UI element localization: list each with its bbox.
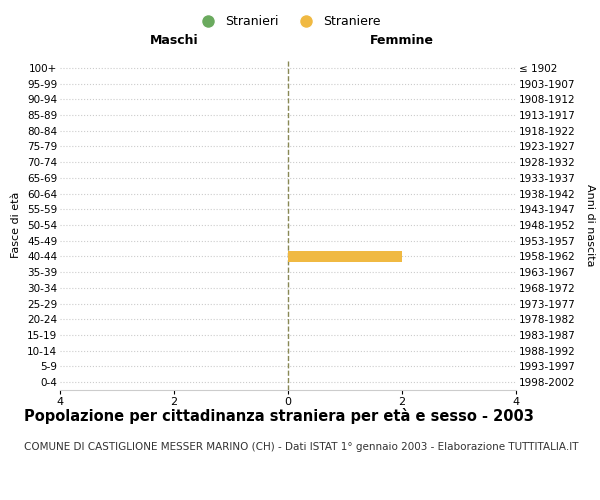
Text: Femmine: Femmine (370, 34, 434, 47)
Legend: Stranieri, Straniere: Stranieri, Straniere (190, 10, 386, 33)
Text: Popolazione per cittadinanza straniera per età e sesso - 2003: Popolazione per cittadinanza straniera p… (24, 408, 534, 424)
Y-axis label: Fasce di età: Fasce di età (11, 192, 22, 258)
Text: COMUNE DI CASTIGLIONE MESSER MARINO (CH) - Dati ISTAT 1° gennaio 2003 - Elaboraz: COMUNE DI CASTIGLIONE MESSER MARINO (CH)… (24, 442, 578, 452)
Bar (288, 250, 402, 262)
Text: Maschi: Maschi (149, 34, 199, 47)
Y-axis label: Anni di nascita: Anni di nascita (585, 184, 595, 266)
